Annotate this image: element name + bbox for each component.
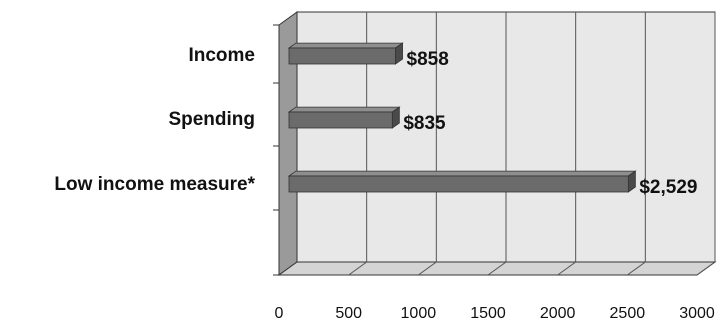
gridline <box>487 12 507 276</box>
bar-end-face <box>395 42 403 65</box>
category-labels: Income Spending Low income measure* <box>54 45 255 195</box>
category-label: Spending <box>168 109 255 130</box>
bar-front-face <box>288 47 396 65</box>
y-axis-ticks <box>273 24 279 276</box>
bar-top-face <box>287 106 401 113</box>
gridline <box>627 12 646 276</box>
gridlines <box>348 12 716 276</box>
data-label: $2,529 <box>639 177 697 198</box>
bar-top-face <box>287 42 404 49</box>
data-label: $835 <box>403 113 446 134</box>
x-tick-label: 2500 <box>610 305 646 322</box>
x-tick-label: 1500 <box>470 305 506 322</box>
gridline <box>418 12 437 276</box>
x-tick-label: 3000 <box>679 305 715 322</box>
bar <box>287 42 404 65</box>
data-label: $858 <box>407 49 449 70</box>
bars: $858 $835 $2,529 <box>287 42 697 198</box>
category-label: Income <box>188 45 255 66</box>
bar-front-face <box>288 175 629 193</box>
gridline <box>696 12 716 276</box>
bar <box>287 106 401 129</box>
gridline <box>557 12 577 276</box>
x-tick-label: 2000 <box>540 305 576 322</box>
category-label: Low income measure* <box>54 174 255 195</box>
gridline <box>348 12 368 276</box>
bar-top-face <box>287 170 637 177</box>
x-tick-label: 1000 <box>401 305 437 322</box>
bar <box>287 170 637 193</box>
bar-front-face <box>288 111 393 129</box>
x-axis-tick-labels: 0 500 1000 1500 2000 2500 3000 <box>275 305 715 322</box>
x-tick-label: 0 <box>275 305 284 322</box>
x-tick-label: 500 <box>335 305 362 322</box>
bar-end-face <box>627 170 636 193</box>
bar-end-face <box>391 106 400 129</box>
